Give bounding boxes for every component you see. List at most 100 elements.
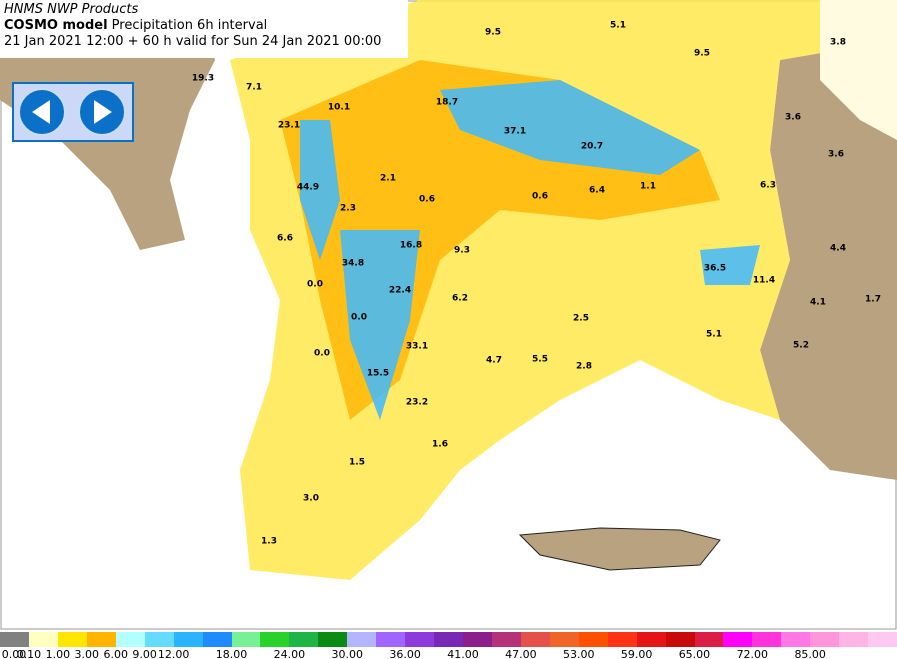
precip-label: 20.7 xyxy=(581,142,603,152)
precip-label: 2.5 xyxy=(573,314,589,324)
precip-label: 0.0 xyxy=(314,349,330,359)
precip-label: 1.3 xyxy=(261,537,277,547)
precip-label: 7.1 xyxy=(246,83,262,93)
precip-light xyxy=(820,0,897,140)
precip-label: 0.0 xyxy=(307,280,323,290)
colorbar-label: 1.00 xyxy=(45,648,71,659)
colorbar-swatch xyxy=(520,632,550,647)
precip-label: 10.1 xyxy=(328,103,350,113)
precip-label: 2.1 xyxy=(380,174,396,184)
precip-label: 22.4 xyxy=(389,286,411,296)
precip-label: 34.8 xyxy=(342,259,364,269)
prev-button[interactable] xyxy=(18,88,66,136)
colorbar-label: 9.00 xyxy=(132,648,157,659)
precip-label: 3.0 xyxy=(303,494,319,504)
land-turkey xyxy=(760,40,897,480)
field: Precipitation 6h interval xyxy=(111,18,268,33)
precip-label: 5.5 xyxy=(532,355,548,365)
precip-label: 16.8 xyxy=(400,241,422,251)
map: 9.5 5.1 3.8 9.5 19.3 7.1 10.1 18.7 3.6 23.1 37.1 20… xyxy=(0,0,897,630)
colorbar-swatch xyxy=(665,632,695,647)
precip-label: 18.7 xyxy=(436,98,458,108)
colorbar-label: 6.00 xyxy=(103,648,128,659)
precip-label: 9.5 xyxy=(485,28,501,38)
colorbar-label: 0.00 xyxy=(1,648,27,659)
colorbar-label: 12.00 xyxy=(157,648,190,659)
next-button[interactable] xyxy=(78,88,126,136)
precip-label: 3.6 xyxy=(828,150,844,160)
colorbar-label: 41.00 xyxy=(447,648,479,659)
colorbar-label: 72.00 xyxy=(736,648,769,659)
valid: 21 Jan 2021 12:00 + 60 h valid for Sun 2… xyxy=(4,34,382,49)
colorbar-swatch xyxy=(405,632,435,647)
colorbar-swatch xyxy=(607,632,637,647)
colorbar-swatch xyxy=(173,632,203,647)
colorbar-label: 65.00 xyxy=(678,648,711,659)
precip-label: 23.2 xyxy=(406,398,428,408)
colorbar-swatch xyxy=(86,632,116,647)
colorbar-label: 3.00 xyxy=(74,648,100,659)
precip-label: 5.1 xyxy=(610,21,626,31)
precip-label: 1.6 xyxy=(432,440,448,450)
precip-label: 5.2 xyxy=(793,341,809,351)
precip-label: 0.0 xyxy=(351,313,367,323)
colorbar-swatch xyxy=(694,632,724,647)
colorbar-label: 47.00 xyxy=(505,648,537,659)
colorbar-swatch xyxy=(781,632,811,647)
precip-label: 37.1 xyxy=(504,127,526,137)
land-crete xyxy=(518,527,721,571)
precip-label: 2.8 xyxy=(576,362,592,372)
colorbar-swatch xyxy=(231,632,261,647)
colorbar-label: 53.00 xyxy=(562,648,595,659)
header: HNMS NWP Products COSMO model Precipitat… xyxy=(0,0,408,58)
colorbar-swatch xyxy=(260,632,290,647)
nav-bar xyxy=(12,82,134,142)
colorbar-swatch xyxy=(115,632,145,647)
precip-label: 6.3 xyxy=(760,181,776,191)
colorbar-swatch xyxy=(376,632,406,647)
precip-label: 2.3 xyxy=(340,204,356,214)
precip-label: 4.1 xyxy=(810,298,826,308)
precip-label: 4.7 xyxy=(486,356,502,366)
colorbar-swatch xyxy=(289,632,319,647)
next-icon xyxy=(94,100,112,124)
colorbar-swatch xyxy=(434,632,463,647)
colorbar-label: 18.00 xyxy=(215,648,248,659)
precip-label: 5.1 xyxy=(706,330,722,340)
precip-label: 15.5 xyxy=(367,369,389,379)
precip-label: 6.6 xyxy=(277,234,293,244)
colorbar-swatch xyxy=(549,632,579,647)
precip-label: 0.6 xyxy=(419,195,435,205)
product: HNMS NWP Products xyxy=(4,2,139,17)
precip-label: 44.9 xyxy=(297,183,319,193)
colorbar-swatch xyxy=(347,632,377,647)
model-line: COSMO model Precipitation 6h interval xyxy=(4,18,404,34)
precip-label: 1.7 xyxy=(865,295,881,305)
colorbar-label: 24.00 xyxy=(273,648,306,659)
colorbar-swatch xyxy=(0,632,29,647)
precip-label: 6.2 xyxy=(452,294,468,304)
colorbar-swatch xyxy=(810,632,840,647)
colorbar-swatch xyxy=(28,632,58,647)
precip-label: 11.4 xyxy=(753,276,775,286)
precip-blue xyxy=(300,80,760,420)
precip-label: 3.6 xyxy=(785,113,801,123)
colorbar-swatch xyxy=(202,632,232,647)
precip-label: 1.5 xyxy=(349,458,365,468)
precip-label: 9.3 xyxy=(454,246,470,256)
precip-label: 33.1 xyxy=(406,342,428,352)
colorbar-label: 0.10 xyxy=(16,648,42,659)
precip-label: 1.1 xyxy=(640,182,656,192)
colorbar-swatch xyxy=(839,632,869,647)
colorbar-swatch xyxy=(463,632,492,647)
prev-icon xyxy=(32,100,50,124)
precip-label: 6.4 xyxy=(589,186,605,196)
precip-label: 3.8 xyxy=(830,38,846,48)
colorbar-swatch xyxy=(636,632,666,647)
colorbar-swatch xyxy=(144,632,174,647)
colorbar-swatch xyxy=(578,632,608,647)
precip-label: 19.3 xyxy=(192,74,214,84)
colorbar-swatch xyxy=(57,632,87,647)
colorbar-label: 36.00 xyxy=(389,648,421,659)
